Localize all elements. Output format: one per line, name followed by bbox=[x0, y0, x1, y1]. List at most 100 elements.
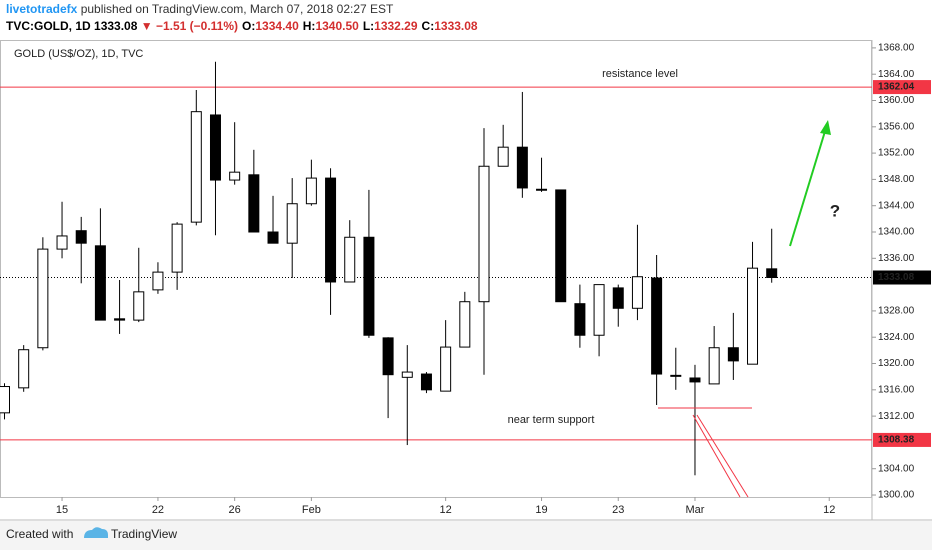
candle-body bbox=[133, 291, 145, 321]
footer-brand[interactable]: TradingView bbox=[111, 527, 177, 541]
x-tick-label: 15 bbox=[56, 504, 68, 516]
price-label-box bbox=[873, 80, 931, 95]
candle-body bbox=[229, 171, 241, 181]
candle-body bbox=[0, 386, 10, 414]
ohlc-key: C: bbox=[422, 19, 435, 33]
candle-body bbox=[708, 347, 720, 385]
x-tick-label: 12 bbox=[823, 504, 835, 516]
candle-body bbox=[286, 203, 298, 244]
candle-body bbox=[37, 248, 49, 349]
candle-body bbox=[459, 301, 471, 348]
y-tick-label: 1368.00 bbox=[878, 43, 915, 54]
y-tick-label: 1324.00 bbox=[878, 332, 915, 343]
x-tick-label: 26 bbox=[229, 504, 241, 516]
candle-body bbox=[209, 114, 221, 181]
y-tick-label: 1344.00 bbox=[878, 200, 915, 211]
candle-body bbox=[363, 236, 375, 336]
ohlc-value: 1334.40 bbox=[255, 19, 299, 33]
y-tick-label: 1316.00 bbox=[878, 384, 915, 395]
candle-body bbox=[555, 189, 567, 303]
header-line-2: TVC:GOLD, 1D 1333.08 ▼ −1.51 (−0.11%) O:1… bbox=[6, 19, 478, 33]
candle-body bbox=[727, 347, 739, 362]
candle-body bbox=[478, 165, 490, 303]
candle-body bbox=[382, 337, 394, 376]
candle-body bbox=[344, 236, 356, 283]
chart-title: GOLD (US$/OZ), 1D, TVC bbox=[14, 48, 143, 60]
price-label: 1308.38 bbox=[878, 435, 915, 446]
drawing-line bbox=[692, 414, 741, 498]
price-label: 1333.08 bbox=[878, 272, 915, 283]
candle-body bbox=[497, 146, 509, 167]
ohlc-value: 1340.50 bbox=[315, 19, 359, 33]
y-tick-label: 1352.00 bbox=[878, 148, 915, 159]
candle-body bbox=[631, 276, 643, 309]
x-tick-label: 12 bbox=[440, 504, 452, 516]
candle-body bbox=[440, 346, 452, 392]
drawing-line bbox=[696, 414, 749, 498]
ohlc-value: 1332.29 bbox=[374, 19, 418, 33]
symbol: TVC:GOLD, 1D bbox=[6, 19, 91, 33]
candle-body bbox=[325, 177, 337, 283]
candle-body bbox=[56, 235, 68, 250]
candle-body bbox=[747, 267, 759, 365]
price-label-box bbox=[873, 270, 931, 285]
candle-body bbox=[536, 188, 548, 191]
candle-body bbox=[152, 271, 164, 291]
candle-body bbox=[651, 277, 663, 375]
arrow bbox=[789, 127, 827, 247]
candle-body bbox=[593, 284, 605, 336]
y-tick-label: 1336.00 bbox=[878, 253, 915, 264]
arrow-head bbox=[820, 120, 831, 135]
ohlc-key: O: bbox=[242, 19, 255, 33]
annotation: ? bbox=[830, 201, 840, 220]
footer bbox=[0, 521, 932, 550]
ohlc: O:1334.40 H:1340.50 L:1332.29 C:1333.08 bbox=[242, 19, 478, 33]
y-tick-label: 1300.00 bbox=[878, 490, 915, 501]
y-tick-label: 1360.00 bbox=[878, 95, 915, 106]
plot bbox=[0, 61, 872, 476]
y-tick-label: 1356.00 bbox=[878, 121, 915, 132]
candle-body bbox=[267, 231, 279, 244]
x-tick-label: 19 bbox=[535, 504, 547, 516]
y-tick-label: 1340.00 bbox=[878, 227, 915, 238]
x-tick-label: 22 bbox=[152, 504, 164, 516]
candle-body bbox=[689, 377, 701, 383]
candle-body bbox=[18, 349, 30, 389]
candle-body bbox=[305, 177, 317, 205]
change: ▼ −1.51 (−0.11%) bbox=[141, 19, 238, 33]
candle-body bbox=[612, 287, 624, 309]
y-tick-label: 1304.00 bbox=[878, 463, 915, 474]
candle-body bbox=[190, 111, 202, 223]
candle-body bbox=[114, 318, 126, 321]
candle-body bbox=[516, 146, 528, 189]
x-tick-label: Mar bbox=[686, 504, 705, 516]
candle-body bbox=[670, 374, 682, 377]
header-line-1: livetotradefx published on TradingView.c… bbox=[6, 2, 394, 16]
y-tick-label: 1328.00 bbox=[878, 306, 915, 317]
price-label: 1362.04 bbox=[878, 82, 915, 93]
annotation: resistance level bbox=[602, 68, 678, 80]
x-tick-label: 23 bbox=[612, 504, 624, 516]
candle-body bbox=[420, 373, 432, 391]
candle-body bbox=[766, 268, 778, 279]
candle-body bbox=[574, 303, 586, 336]
candle-body bbox=[248, 174, 260, 233]
published: published on TradingView.com, March 07, … bbox=[81, 2, 394, 16]
y-tick-label: 1364.00 bbox=[878, 69, 915, 80]
candle-body bbox=[94, 245, 106, 321]
annotation: near term support bbox=[508, 414, 595, 426]
ohlc-value: 1333.08 bbox=[434, 19, 478, 33]
candle-body bbox=[401, 371, 413, 378]
ohlc-key: L: bbox=[363, 19, 374, 33]
logo bbox=[84, 527, 108, 538]
candle-body bbox=[171, 223, 183, 273]
last-price: 1333.08 bbox=[94, 19, 138, 33]
y-tick-label: 1348.00 bbox=[878, 174, 915, 185]
ohlc-key: H: bbox=[303, 19, 316, 33]
candle-body bbox=[75, 230, 87, 244]
footer-text: Created with bbox=[6, 527, 73, 541]
author[interactable]: livetotradefx bbox=[6, 2, 78, 16]
y-tick-label: 1320.00 bbox=[878, 358, 915, 369]
